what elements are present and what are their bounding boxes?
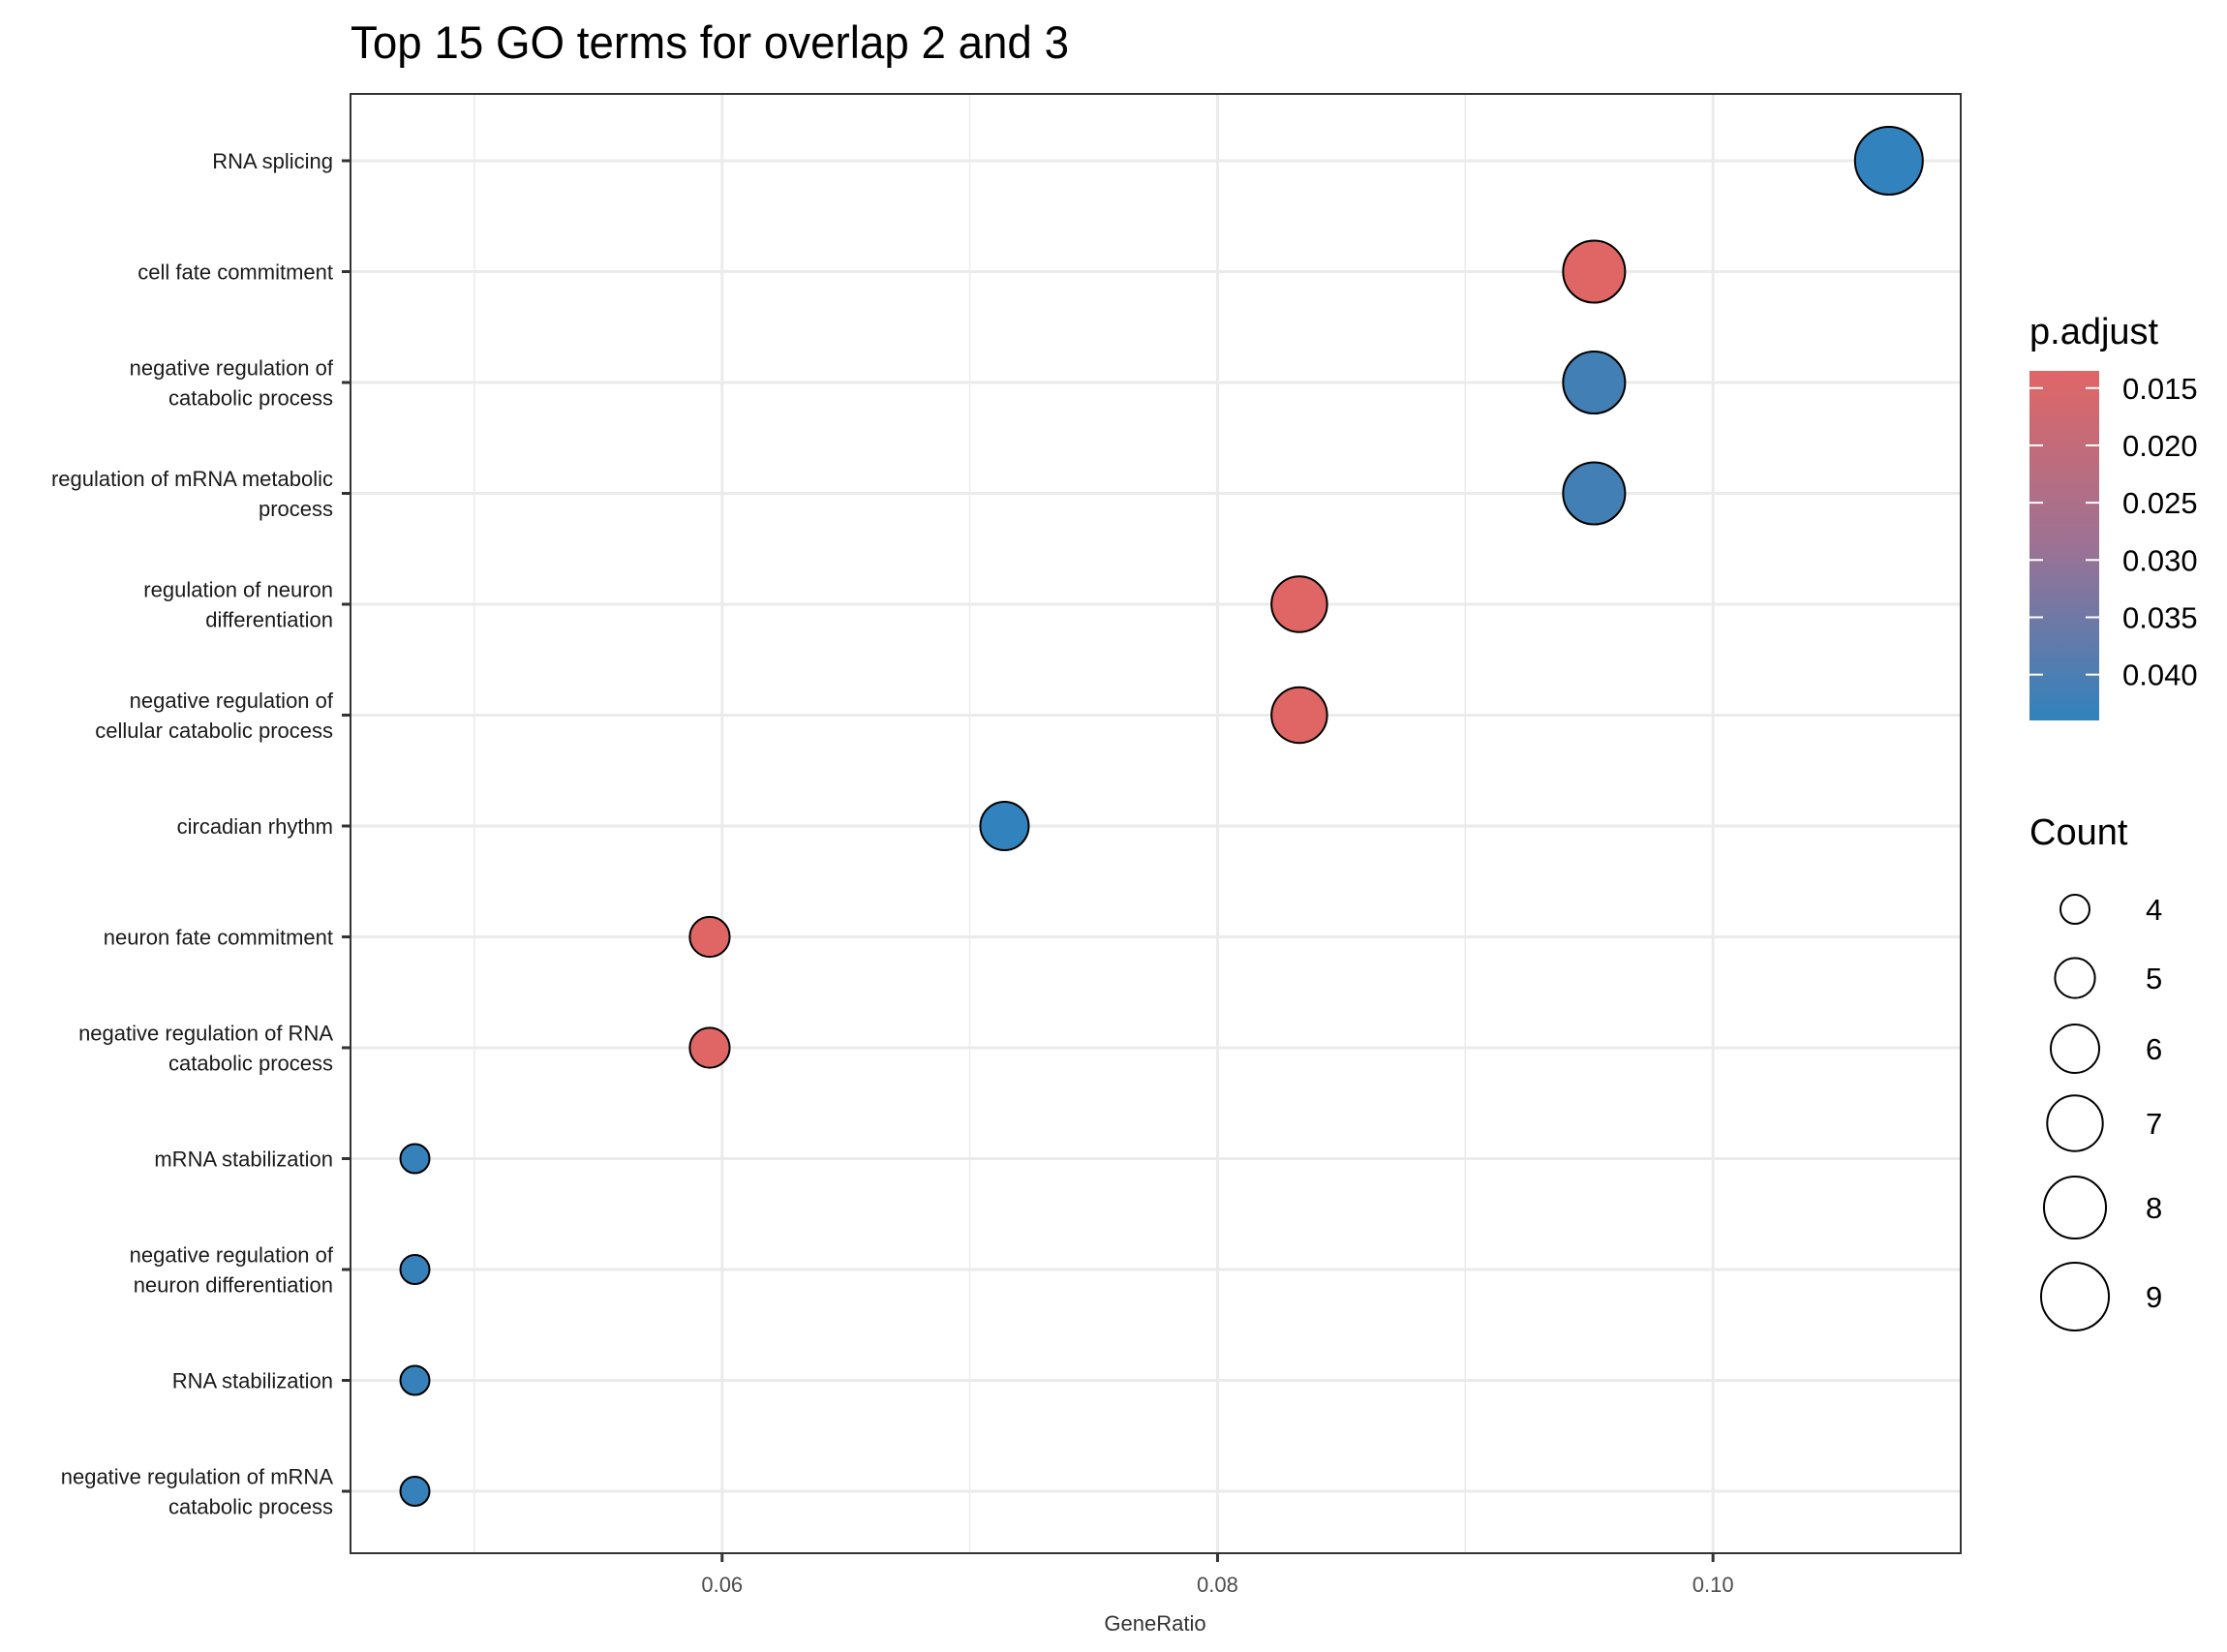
y-tick-label: RNA stabilization xyxy=(172,1369,333,1393)
y-tick-label: negative regulation of catabolic process xyxy=(130,356,334,411)
data-point xyxy=(399,1254,431,1285)
size-legend-items: 4 5 6 7 8 9 xyxy=(2040,893,2162,1331)
x-tick-label: 0.06 xyxy=(701,1573,743,1597)
y-tick-label: circadian rhythm xyxy=(177,814,333,839)
size-legend-label: 7 xyxy=(2146,1107,2162,1141)
colorbar-tick-label: 0.015 xyxy=(2122,372,2198,406)
x-tick-label: 0.10 xyxy=(1693,1573,1734,1597)
data-point xyxy=(688,915,731,959)
size-legend-label: 4 xyxy=(2146,893,2162,927)
color-legend-bar xyxy=(2029,371,2099,720)
size-legend-circle xyxy=(2046,1094,2104,1152)
y-tick-label: RNA splicing xyxy=(212,149,333,173)
y-tick-label: regulation of neuron differentiation xyxy=(143,578,333,632)
colorbar-tick-label: 0.040 xyxy=(2122,658,2198,692)
plot-panel-border xyxy=(350,93,1962,1554)
y-tick-label: cell fate commitment xyxy=(137,260,333,285)
data-point xyxy=(688,1026,731,1069)
data-point xyxy=(1853,126,1924,196)
y-tick-label: negative regulation of RNA catabolic proc… xyxy=(78,1022,333,1076)
size-legend-circle xyxy=(2059,894,2090,925)
size-legend-circle xyxy=(2042,1175,2108,1240)
data-point xyxy=(979,801,1030,851)
grid-lines xyxy=(351,94,1961,1553)
data-point xyxy=(1562,461,1627,526)
size-legend-circle xyxy=(2040,1262,2110,1331)
y-axis: RNA splicing cell fate commitment negative… xyxy=(51,149,351,1519)
y-tick-label: regulation of mRNA metabolic process xyxy=(51,467,333,521)
x-tick-label: 0.08 xyxy=(1197,1573,1238,1597)
colorbar-tick-label: 0.035 xyxy=(2122,600,2198,634)
color-legend-ticks: 0.015 0.020 0.025 0.030 0.035 0.040 xyxy=(2029,372,2198,692)
y-tick-label: negative regulation of cellular catabolic… xyxy=(95,688,334,743)
data-point xyxy=(399,1364,431,1396)
size-legend-title: Count xyxy=(2029,812,2128,853)
data-point xyxy=(1270,686,1328,745)
colorbar-tick-label: 0.030 xyxy=(2122,543,2198,577)
colorbar-tick-label: 0.020 xyxy=(2122,429,2198,463)
y-tick-label: mRNA stabilization xyxy=(154,1147,333,1172)
data-point xyxy=(1270,575,1328,633)
data-point xyxy=(399,1143,431,1175)
x-axis: 0.06 0.08 0.10 xyxy=(701,1553,1734,1597)
size-legend-circle xyxy=(2054,957,2096,999)
x-axis-label: GeneRatio xyxy=(1104,1611,1205,1636)
y-tick-label: negative regulation of neuron differentia… xyxy=(130,1243,334,1298)
color-legend: p.adjust 0.015 0.020 0.025 0.030 0.035 0.040 xyxy=(2029,312,2198,720)
size-legend: Count 4 5 6 7 8 9 xyxy=(2029,812,2162,1331)
size-legend-label: 5 xyxy=(2146,962,2162,995)
size-legend-circle xyxy=(2050,1024,2100,1074)
size-legend-label: 6 xyxy=(2146,1032,2162,1066)
data-points xyxy=(399,126,1924,1507)
chart-title: Top 15 GO terms for overlap 2 and 3 xyxy=(351,16,1069,68)
size-legend-label: 8 xyxy=(2146,1191,2162,1225)
y-tick-label: negative regulation of mRNA catabolic pro… xyxy=(61,1465,334,1519)
y-tick-label: neuron fate commitment xyxy=(104,926,333,950)
colorbar-tick-label: 0.025 xyxy=(2122,486,2198,520)
data-point xyxy=(399,1476,431,1507)
color-legend-title: p.adjust xyxy=(2029,312,2159,352)
data-point xyxy=(1562,239,1627,304)
size-legend-label: 9 xyxy=(2146,1280,2162,1314)
data-point xyxy=(1562,350,1627,415)
